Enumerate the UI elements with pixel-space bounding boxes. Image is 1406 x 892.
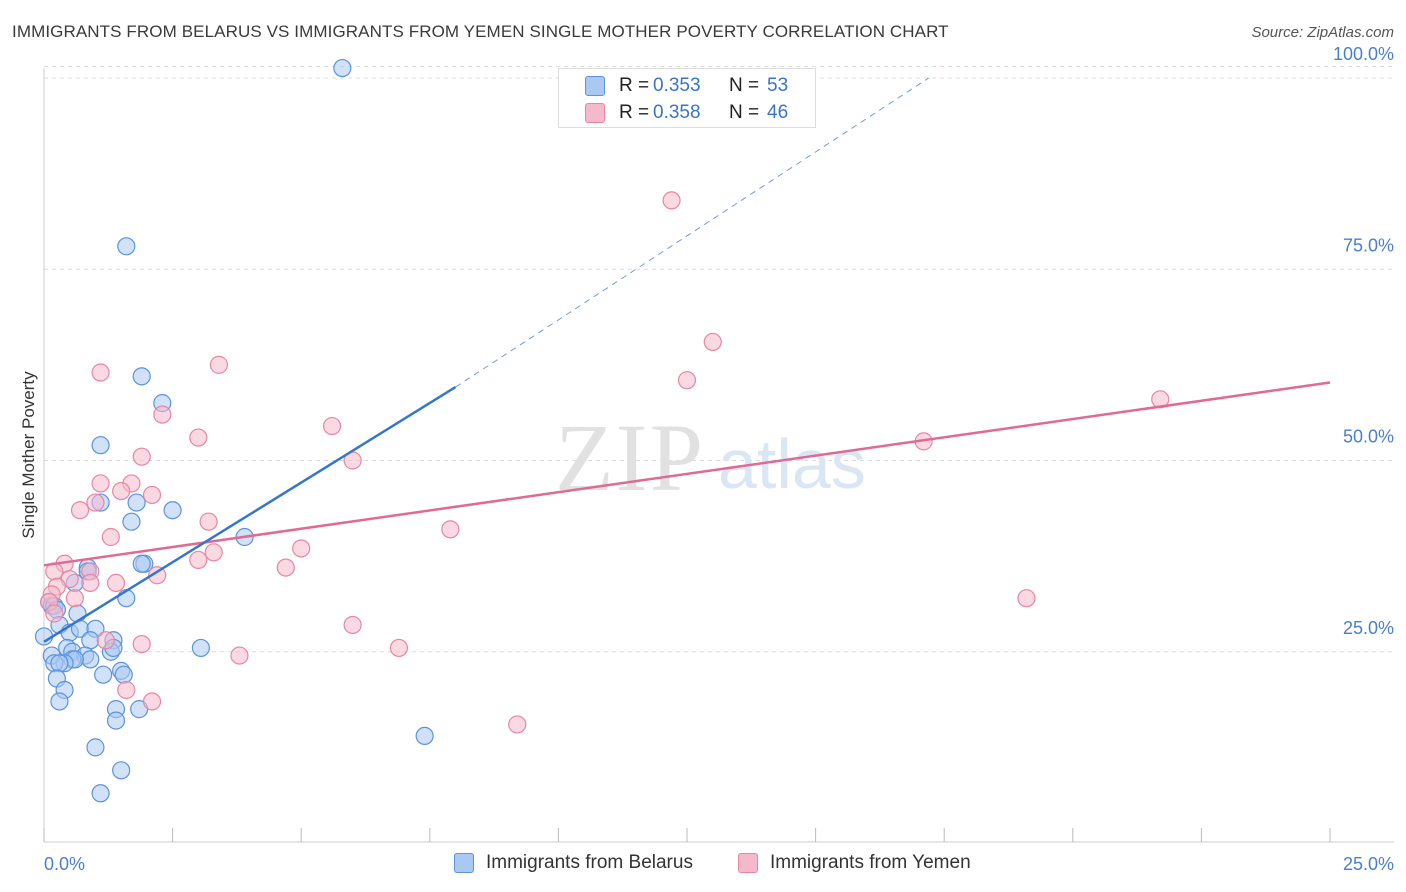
belarus-point bbox=[163, 501, 182, 520]
y-tick-label-75: 75.0% bbox=[1343, 235, 1394, 255]
grid bbox=[44, 66, 1394, 653]
yemen-point bbox=[132, 447, 151, 466]
yemen-point bbox=[204, 543, 223, 562]
yemen-point bbox=[1017, 589, 1036, 608]
yemen-n-value: 46 bbox=[767, 102, 789, 123]
yemen-point bbox=[153, 405, 172, 424]
belarus-r-value: 0.353 bbox=[653, 75, 701, 96]
yemen-point bbox=[209, 355, 228, 374]
bottom-yemen-swatch bbox=[738, 853, 758, 873]
yemen-point bbox=[117, 680, 136, 700]
trend-lines bbox=[43, 77, 1331, 643]
y-tick-label-25: 25.0% bbox=[1343, 618, 1394, 638]
watermark-zip: ZIP bbox=[555, 404, 705, 511]
yemen-point bbox=[389, 638, 409, 658]
belarus-point bbox=[34, 627, 54, 646]
bottom-belarus-label: Immigrants from Belarus bbox=[486, 852, 693, 873]
yemen-point bbox=[276, 558, 295, 577]
yemen-point bbox=[86, 493, 105, 512]
yemen-point bbox=[189, 428, 208, 447]
x-tick-label-left: 0.0% bbox=[44, 854, 85, 874]
belarus-point bbox=[106, 711, 126, 730]
belarus-n-value: 53 bbox=[767, 75, 789, 96]
yemen-point bbox=[91, 474, 110, 493]
belarus-point bbox=[122, 512, 141, 531]
yemen-point bbox=[677, 371, 697, 390]
yemen-point bbox=[343, 615, 362, 635]
yemen-point bbox=[142, 485, 162, 505]
yemen-r-label: R = bbox=[619, 102, 650, 123]
y-tick-label-50: 50.0% bbox=[1343, 427, 1394, 447]
yemen-point bbox=[142, 692, 162, 711]
yemen-point bbox=[199, 512, 218, 531]
yemen-point bbox=[662, 191, 681, 210]
yemen-point bbox=[65, 589, 84, 608]
y-tick-labels: 25.0% 50.0% 75.0% 100.0% bbox=[1333, 44, 1394, 638]
y-axis-label: Single Mother Poverty bbox=[19, 371, 38, 539]
belarus-trend-line bbox=[43, 385, 457, 643]
belarus-point bbox=[117, 237, 136, 256]
yemen-point bbox=[91, 363, 110, 382]
belarus-point bbox=[112, 761, 131, 780]
yemen-point bbox=[96, 631, 115, 650]
belarus-point bbox=[91, 784, 110, 803]
belarus-point bbox=[94, 665, 113, 684]
source-label: Source: ZipAtlas.com bbox=[1251, 24, 1394, 41]
yemen-point bbox=[322, 416, 342, 436]
yemen-r-value: 0.358 bbox=[653, 102, 701, 123]
belarus-point bbox=[415, 726, 434, 746]
yemen-point bbox=[132, 634, 151, 654]
belarus-point bbox=[86, 738, 105, 757]
yemen-point bbox=[81, 573, 100, 593]
bottom-belarus-swatch bbox=[454, 853, 474, 873]
belarus-point bbox=[50, 654, 69, 673]
belarus-point bbox=[191, 638, 210, 658]
belarus-points bbox=[34, 58, 434, 803]
yemen-swatch bbox=[585, 103, 605, 123]
yemen-point bbox=[292, 539, 311, 558]
yemen-n-label: N = bbox=[729, 102, 760, 123]
watermark: ZIP atlas bbox=[555, 404, 866, 511]
yemen-point bbox=[441, 520, 460, 539]
belarus-point bbox=[81, 631, 100, 650]
yemen-point bbox=[148, 566, 167, 585]
yemen-point bbox=[112, 482, 131, 501]
y-tick-label-100: 100.0% bbox=[1333, 44, 1394, 64]
belarus-point bbox=[132, 367, 151, 386]
yemen-point bbox=[70, 501, 90, 520]
belarus-point bbox=[68, 604, 87, 623]
bottom-yemen-label: Immigrants from Yemen bbox=[770, 852, 971, 873]
yemen-point bbox=[101, 527, 120, 547]
x-tick-label-right: 25.0% bbox=[1343, 854, 1394, 874]
yemen-point bbox=[230, 646, 249, 665]
belarus-point bbox=[81, 650, 100, 669]
yemen-trend-line bbox=[43, 381, 1331, 567]
belarus-point bbox=[114, 665, 133, 684]
yemen-point bbox=[45, 604, 64, 623]
belarus-point bbox=[91, 436, 110, 455]
belarus-swatch bbox=[585, 76, 605, 96]
belarus-r-label: R = bbox=[619, 75, 650, 96]
belarus-point bbox=[333, 58, 352, 78]
belarus-point bbox=[50, 692, 69, 711]
yemen-point bbox=[106, 573, 126, 593]
yemen-point bbox=[508, 715, 527, 734]
watermark-atlas: atlas bbox=[718, 425, 866, 503]
belarus-point bbox=[127, 493, 146, 512]
belarus-point bbox=[132, 554, 151, 573]
yemen-points bbox=[40, 191, 1170, 734]
yemen-point bbox=[189, 550, 208, 570]
belarus-n-label: N = bbox=[729, 75, 760, 96]
chart-title: IMMIGRANTS FROM BELARUS VS IMMIGRANTS FR… bbox=[12, 22, 949, 41]
axes bbox=[43, 68, 1394, 843]
yemen-point bbox=[703, 332, 722, 352]
correlation-legend: R = 0.353 N = 53 R = 0.358 N = 46 bbox=[558, 68, 816, 128]
